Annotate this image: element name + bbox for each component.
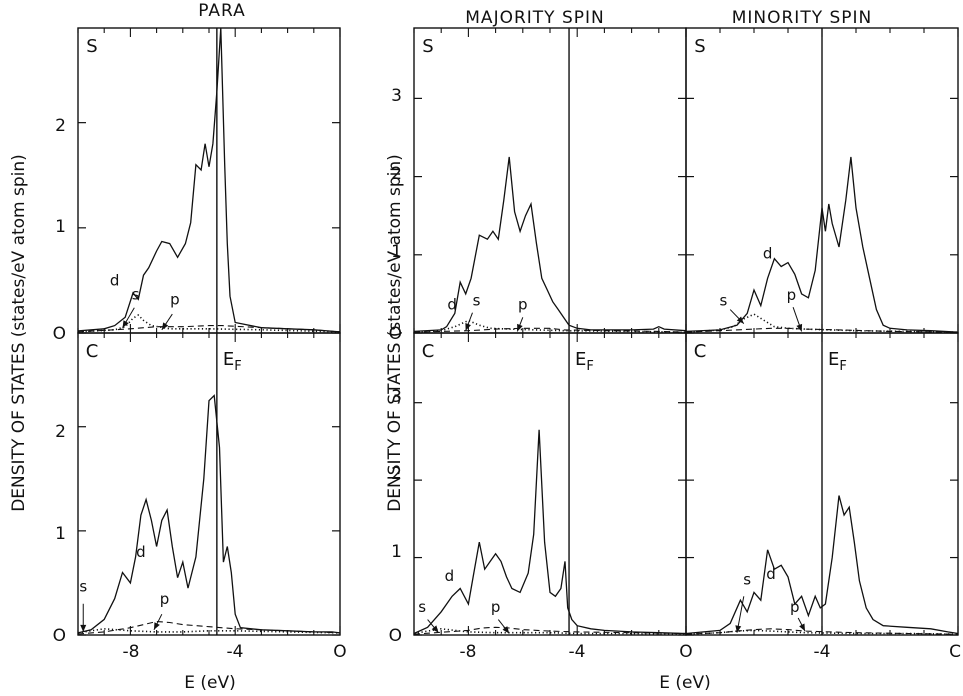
series-s-line [685, 313, 959, 333]
orbital-label-s: s [743, 571, 751, 589]
title-majority-spin: MAJORITY SPIN [465, 8, 604, 28]
x-tick-label: -4 [814, 642, 831, 662]
series-p-line [77, 325, 341, 333]
panel-letter: C [422, 341, 435, 362]
series-p-line [685, 628, 959, 635]
panel-4: C EF [413, 332, 687, 636]
x-tick-label: O [333, 642, 346, 662]
y-tick-label: 2 [55, 116, 66, 136]
title-minority-spin: MINORITY SPIN [732, 8, 873, 28]
panel-5: S [685, 27, 959, 334]
panel-letter: S [694, 36, 705, 57]
x-axis-title-para: E (eV) [184, 673, 236, 693]
annotation-arrow-head [80, 624, 87, 632]
orbital-label-d: d [766, 565, 776, 583]
fermi-label: EF [223, 349, 242, 374]
series-total-line [77, 27, 341, 333]
panel-letter: C [694, 341, 707, 362]
series-total-line [413, 429, 687, 635]
orbital-label-s: s [418, 598, 426, 616]
orbital-label-p: p [787, 286, 797, 304]
panel-letter: S [86, 36, 97, 57]
series-s-line [77, 627, 341, 634]
annotation-arrow-head [153, 622, 160, 630]
orbital-label-d: d [763, 245, 773, 263]
y-axis-title-para: DENSITY OF STATES (states/eV atom spin) [9, 154, 29, 512]
series-total-line [413, 156, 687, 333]
panel-letter: S [422, 36, 433, 57]
x-tick-label: C [949, 642, 961, 662]
series-total-line [77, 394, 341, 634]
orbital-label-s: s [132, 285, 140, 303]
orbital-label-d: d [110, 272, 120, 290]
title-para: PARA [198, 1, 246, 21]
orbital-label-p: p [518, 296, 528, 314]
annotation-arrow-head [431, 625, 439, 633]
y-tick-label: 3 [391, 387, 402, 407]
panel-frame [413, 27, 687, 334]
y-tick-label: O [389, 324, 402, 344]
series-p-line [413, 327, 687, 333]
annotation-arrow-head [736, 316, 744, 324]
annotation-arrow-head [122, 320, 129, 328]
y-tick-label: O [53, 626, 66, 646]
x-tick-label: -4 [227, 642, 244, 662]
y-tick-label: 1 [391, 542, 402, 562]
annotation-arrow-head [502, 626, 510, 634]
panel-letter: C [86, 341, 99, 362]
series-p-line [413, 626, 687, 635]
series-total-line [685, 156, 959, 333]
orbital-label-d: d [447, 296, 457, 314]
x-tick-label: -4 [569, 642, 586, 662]
orbital-label-d: d [445, 567, 455, 585]
x-axis-title-spin: E (eV) [659, 673, 711, 693]
y-tick-label: 2 [391, 464, 402, 484]
panel-2: C EF [77, 332, 341, 636]
annotation-arrow-head [799, 623, 805, 632]
annotation-arrow-head [161, 322, 169, 330]
orbital-label-d: d [136, 543, 146, 561]
fermi-label: EF [828, 349, 847, 374]
y-tick-label: O [53, 324, 66, 344]
orbital-label-p: p [170, 291, 180, 309]
orbital-label-p: p [160, 590, 170, 608]
orbital-label-p: p [491, 598, 501, 616]
series-s-line [77, 314, 341, 333]
series-s-line [413, 319, 687, 333]
y-tick-label: 2 [55, 422, 66, 442]
orbital-label-s: s [79, 577, 87, 595]
y-tick-label: 1 [55, 217, 66, 237]
panel-3: S [413, 27, 687, 334]
fermi-label: EF [575, 349, 594, 374]
annotation-arrow-head [796, 323, 803, 332]
orbital-label-p: p [790, 598, 800, 616]
y-tick-label: 2 [391, 164, 402, 184]
x-tick-label: O [679, 642, 692, 662]
panel-6: C EF [685, 332, 959, 636]
y-tick-label: 1 [55, 524, 66, 544]
orbital-label-s: s [719, 292, 727, 310]
annotation-arrow-head [735, 625, 742, 633]
series-p-line [685, 327, 959, 333]
series-p-line [77, 620, 341, 635]
annotation-arrow-head [517, 323, 523, 332]
orbital-label-s: s [473, 292, 481, 310]
annotation-arrow-head [465, 323, 471, 331]
y-tick-label: 1 [391, 242, 402, 262]
y-axis-title-spin: DENSITY OF STATES (states/eV atom spin) [385, 154, 405, 512]
series-total-line [685, 495, 959, 635]
x-tick-label: -8 [460, 642, 477, 662]
y-tick-label: O [389, 626, 402, 646]
y-tick-label: 3 [391, 86, 402, 106]
panel-1: S [77, 27, 341, 334]
x-tick-label: -8 [123, 642, 140, 662]
